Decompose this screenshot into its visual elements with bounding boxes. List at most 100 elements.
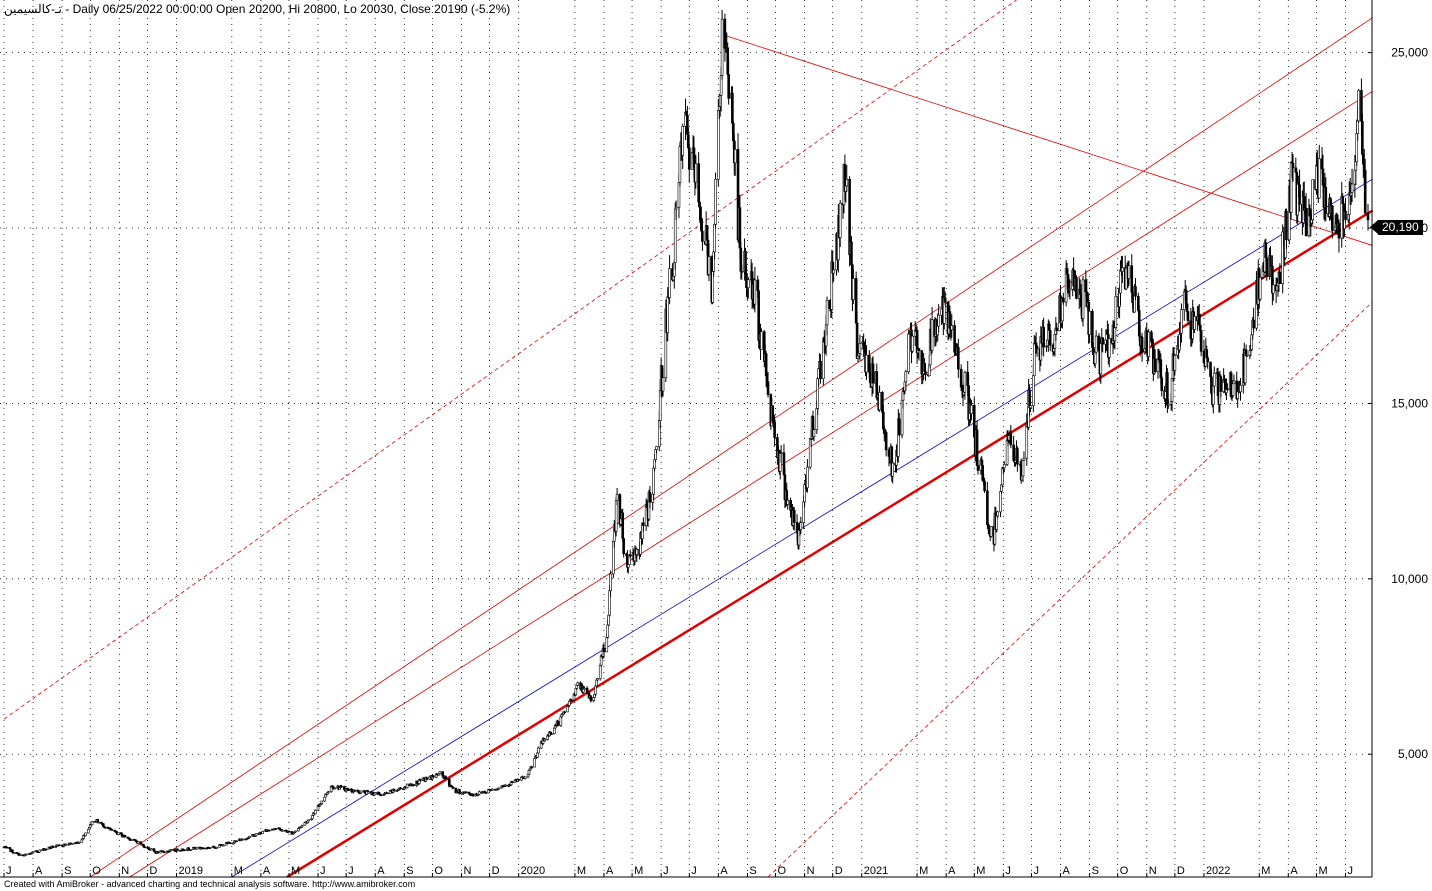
candle-body (1219, 376, 1223, 392)
x-tick-label: J (691, 865, 697, 877)
x-tick-label: J (663, 865, 669, 877)
candle-body (80, 839, 84, 843)
candle-body (110, 829, 114, 831)
candle-body (25, 853, 28, 856)
candle-body (64, 843, 68, 846)
candle-body (852, 278, 855, 300)
candle (1324, 177, 1328, 221)
candle (274, 828, 278, 830)
candle-body (1160, 377, 1164, 391)
candle-body (136, 841, 140, 844)
candle-body (189, 849, 192, 851)
candle (1153, 349, 1157, 373)
candle (615, 487, 619, 506)
candle (51, 845, 55, 848)
candle (287, 830, 291, 833)
candle-body (747, 279, 750, 288)
candle (1127, 260, 1131, 286)
candle (621, 508, 625, 543)
candle (491, 788, 494, 791)
candle (996, 510, 1000, 519)
candle (235, 840, 238, 843)
candle (215, 846, 219, 849)
candle (1140, 332, 1144, 362)
candle (655, 445, 658, 454)
candle (1285, 208, 1288, 249)
candle (1291, 154, 1295, 182)
candle (510, 780, 514, 783)
candle-body (567, 700, 571, 706)
candle-body (753, 279, 757, 305)
candle-body (169, 849, 173, 852)
candle (1075, 275, 1078, 300)
candle-body (1265, 257, 1269, 277)
candle-body (1186, 311, 1190, 322)
candle (1265, 252, 1269, 281)
candle (64, 843, 68, 846)
candle-body (1272, 284, 1275, 294)
candle (1311, 179, 1314, 225)
candle-body (130, 839, 133, 841)
candle-body (497, 787, 501, 790)
candle-body (176, 848, 179, 852)
candle-body (182, 849, 186, 852)
x-tick-label: M (234, 865, 243, 877)
candle-body (1344, 210, 1347, 221)
candle-body (261, 830, 265, 834)
candle-body (717, 110, 720, 180)
candle (825, 296, 829, 336)
candle (838, 200, 842, 247)
candle (195, 846, 199, 850)
candle-body (464, 791, 468, 794)
candle-body (1357, 90, 1360, 122)
candle (477, 790, 481, 795)
candle-body (117, 832, 120, 835)
candle (504, 784, 507, 788)
candle-body (1363, 169, 1367, 214)
candle-body (71, 843, 74, 845)
candle-body (1002, 464, 1006, 469)
candle-body (1055, 327, 1059, 331)
candle-body (1114, 296, 1118, 328)
candle-body (957, 347, 960, 370)
candle (44, 848, 48, 851)
ohlc-summary: - Daily 06/25/2022 00:00:00 Open 20200, … (65, 2, 511, 16)
candle-body (386, 792, 389, 795)
candle (904, 369, 908, 391)
candle (31, 851, 35, 854)
candle-body (163, 851, 166, 854)
candle-body (287, 830, 291, 833)
candle (533, 757, 536, 768)
candle-body (937, 314, 940, 327)
candle-body (1025, 422, 1029, 459)
candle (1088, 302, 1091, 344)
candle (668, 255, 671, 305)
x-tick-label: J (1033, 865, 1039, 877)
candle (77, 841, 81, 845)
candle (1317, 144, 1321, 199)
candle-body (819, 361, 822, 379)
chart-header: تـ-كالسيمين - Daily 06/25/2022 00:00:00 … (4, 2, 510, 16)
candle-body (353, 789, 356, 792)
candle (464, 791, 468, 794)
candle-body (943, 297, 947, 303)
candle (1016, 446, 1019, 472)
candle-body (340, 785, 343, 788)
candle (1042, 317, 1045, 357)
candle (1199, 324, 1203, 357)
candle (117, 832, 120, 836)
candle (484, 791, 488, 794)
candle (687, 144, 691, 183)
candle-body (1311, 179, 1314, 221)
candle (327, 790, 330, 794)
candle-body (87, 828, 90, 834)
trendline-2 (231, 178, 1373, 878)
candle (589, 695, 593, 703)
candle (812, 427, 816, 442)
candle-body (103, 826, 107, 829)
x-tick-label: J (320, 865, 326, 877)
candle-body (359, 790, 363, 794)
x-tick-label: S (406, 865, 413, 877)
candle (130, 838, 133, 841)
candle (845, 164, 849, 192)
